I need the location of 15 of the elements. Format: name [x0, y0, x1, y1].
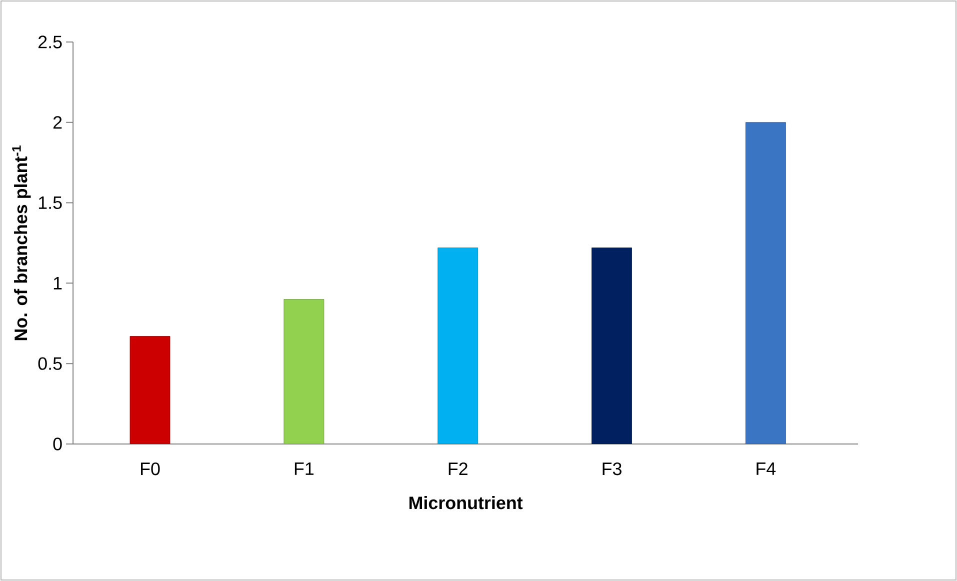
bar [746, 122, 786, 444]
y-tick-label: 1 [54, 277, 62, 290]
x-tick-label: F4 [756, 462, 776, 475]
y-axis-title: No. of branches plant$^{-1}$ [12, 146, 31, 340]
x-tick-label: F3 [602, 462, 622, 476]
y-tick-label: 1.5 [38, 196, 62, 210]
x-tick-label: F0 [141, 462, 160, 476]
bar [592, 248, 632, 444]
y-tick-label: 0.5 [38, 357, 62, 370]
x-tick-label: F2 [448, 462, 468, 476]
y-tick-label: 2 [53, 116, 62, 129]
y-tick-label: 0 [53, 438, 62, 450]
x-axis-title: Micronutrient [409, 496, 523, 510]
x-tick-label: F1 [294, 462, 314, 475]
y-tick-label: 2.5 [38, 36, 62, 48]
